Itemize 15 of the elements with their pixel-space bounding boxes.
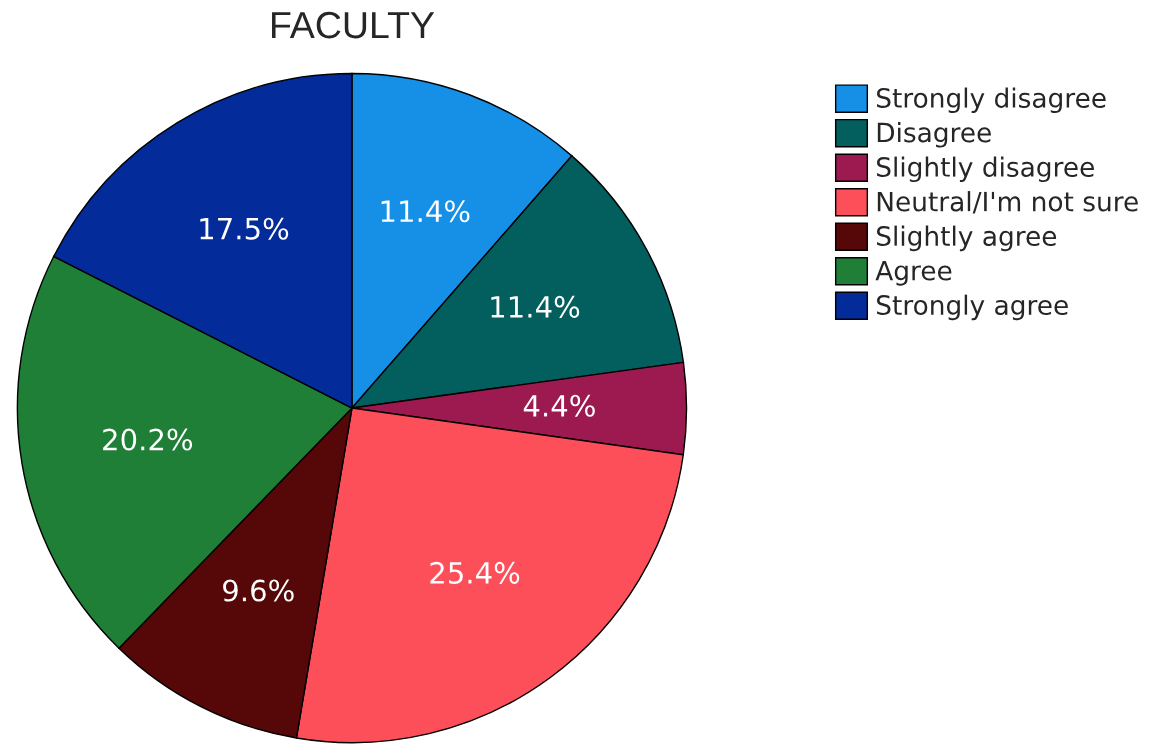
data-label: 25.4% bbox=[430, 561, 520, 584]
chart-title: FACULTY bbox=[272, 11, 435, 39]
data-label: 20.2% bbox=[103, 428, 193, 451]
legend-label: Slightly disagree bbox=[876, 156, 1094, 183]
data-label: 11.4% bbox=[381, 200, 470, 223]
legend-label: Strongly disagree bbox=[876, 87, 1106, 114]
legend-label: Disagree bbox=[877, 122, 991, 148]
legend-label: Agree bbox=[875, 260, 952, 286]
legend-label: Slightly agree bbox=[876, 225, 1057, 252]
data-label: 11.4% bbox=[491, 295, 580, 318]
data-label: 4.4% bbox=[523, 394, 595, 417]
legend-label: Strongly agree bbox=[876, 294, 1068, 321]
data-label: 17.5% bbox=[200, 217, 289, 240]
legend-label: Neutral/I'm not sure bbox=[877, 191, 1138, 214]
data-label: 9.6% bbox=[223, 579, 294, 602]
